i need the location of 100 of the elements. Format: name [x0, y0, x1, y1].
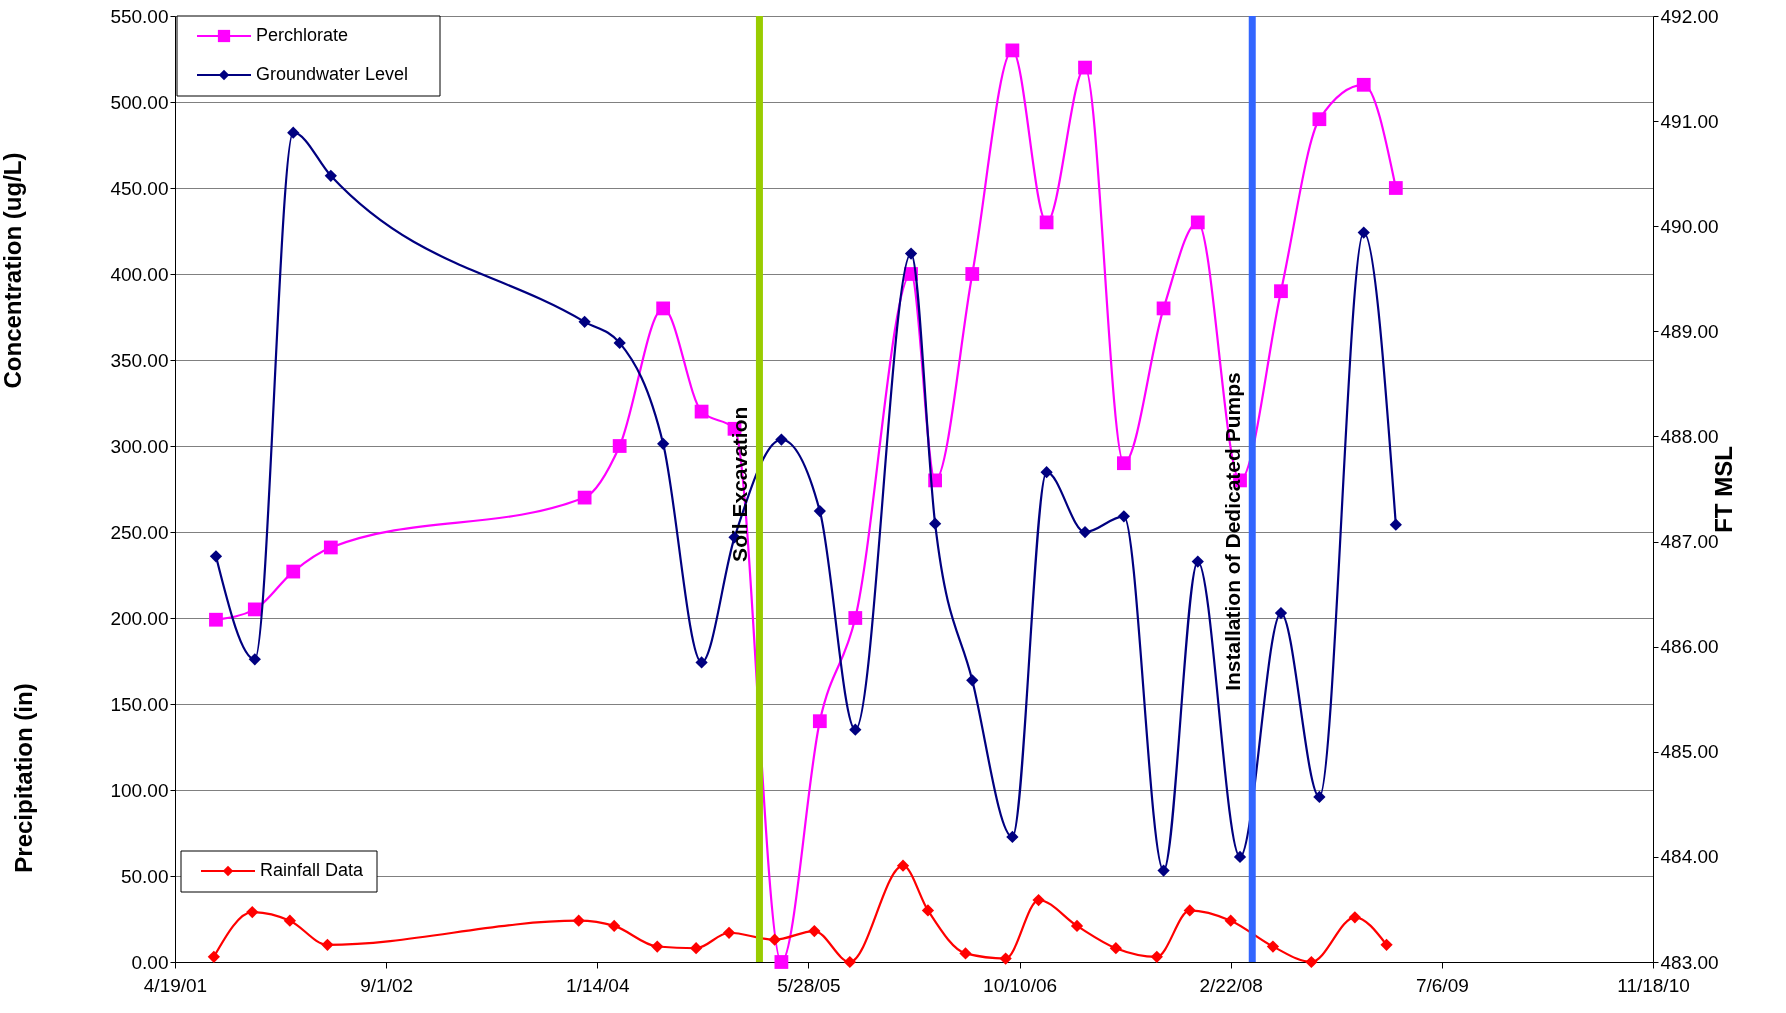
point — [572, 914, 585, 927]
point — [1389, 518, 1402, 531]
point — [1305, 955, 1318, 969]
point — [1313, 790, 1326, 804]
point — [896, 859, 910, 872]
y-tick-label: 450.00 — [110, 177, 169, 199]
point — [1117, 510, 1130, 523]
y2-tick-label: 488.00 — [1660, 425, 1719, 447]
point — [722, 926, 736, 939]
point — [1006, 830, 1019, 844]
point — [904, 247, 918, 260]
point — [849, 723, 862, 736]
point — [1116, 456, 1131, 471]
point — [577, 490, 592, 505]
point — [808, 924, 821, 938]
point — [1380, 938, 1393, 951]
point — [608, 919, 621, 932]
legend-label: Rainfall Data — [260, 860, 365, 880]
point — [1190, 215, 1205, 230]
point — [324, 169, 337, 182]
y-tick-label: 200.00 — [110, 607, 169, 629]
point — [1078, 60, 1092, 75]
x-tick-label: 7/6/09 — [1415, 974, 1469, 996]
y2-tick-label: 492.00 — [1660, 5, 1719, 27]
ref-line-label: Soil Excavation — [728, 406, 752, 562]
point — [768, 933, 781, 946]
y2-tick-label: 483.00 — [1660, 951, 1719, 973]
point — [1078, 525, 1092, 539]
point — [248, 653, 261, 666]
point — [283, 914, 296, 927]
legend-label: Groundwater Level — [256, 64, 409, 84]
point — [287, 126, 300, 139]
point — [1157, 864, 1170, 877]
point — [928, 517, 942, 530]
point — [965, 267, 980, 281]
point — [959, 947, 972, 960]
point — [1233, 850, 1247, 864]
point — [813, 504, 826, 518]
point — [1274, 284, 1288, 299]
x-tick-label: 5/28/05 — [777, 974, 841, 996]
point — [774, 955, 789, 969]
x-tick-label: 11/18/10 — [1617, 974, 1690, 996]
y-tick-label: 250.00 — [110, 521, 169, 543]
point — [1032, 893, 1045, 907]
point — [1357, 226, 1370, 239]
point — [1274, 606, 1288, 620]
y-tick-label: 100.00 — [110, 779, 169, 801]
point — [1070, 919, 1084, 932]
point — [999, 952, 1012, 965]
y2-axis-title: FT MSL — [1709, 446, 1737, 533]
point — [651, 940, 664, 953]
point — [209, 612, 223, 627]
point — [656, 301, 671, 316]
y-tick-label: 350.00 — [110, 349, 169, 371]
x-tick-label: 1/14/04 — [566, 974, 630, 996]
point — [578, 315, 591, 328]
point — [695, 656, 708, 669]
y-tick-label: 500.00 — [110, 91, 169, 113]
x-tick-label: 10/10/06 — [983, 974, 1058, 996]
y-tick-label: 0.00 — [131, 951, 169, 973]
y2-tick-label: 491.00 — [1660, 110, 1719, 132]
point — [657, 437, 670, 450]
point — [1040, 466, 1053, 479]
point — [1312, 112, 1327, 127]
y-tick-label: 150.00 — [110, 693, 169, 715]
point — [321, 938, 334, 951]
point — [775, 433, 788, 446]
y-tick-label: 50.00 — [120, 865, 169, 887]
point — [1348, 911, 1361, 924]
ref-line-label: Installation of Dedicated Pumps — [1221, 372, 1245, 691]
point — [848, 611, 863, 625]
point — [921, 904, 935, 917]
point — [612, 439, 627, 453]
point — [323, 540, 338, 555]
point — [1150, 950, 1163, 963]
point — [286, 564, 301, 579]
point — [1356, 77, 1371, 92]
point — [1224, 914, 1237, 927]
point — [843, 955, 856, 969]
point — [207, 950, 220, 963]
point — [209, 550, 223, 563]
x-tick-label: 4/19/01 — [143, 974, 208, 996]
y-tick-label: 400.00 — [110, 263, 169, 285]
point — [1183, 904, 1196, 917]
x-tick-label: 9/1/02 — [360, 974, 414, 996]
y2-tick-label: 485.00 — [1660, 741, 1719, 763]
y2-tick-label: 484.00 — [1660, 846, 1719, 868]
y-axis-title: Concentration (ug/L) — [0, 152, 26, 389]
y2-tick-label: 486.00 — [1660, 636, 1719, 658]
point — [1266, 940, 1280, 953]
y2-tick-label: 489.00 — [1660, 320, 1719, 342]
y2-tick-label: 490.00 — [1660, 215, 1719, 237]
y-tick-label: 300.00 — [110, 435, 169, 457]
legend-label: Perchlorate — [256, 25, 349, 45]
point — [1388, 181, 1403, 195]
y2-tick-label: 487.00 — [1660, 531, 1719, 553]
point — [1109, 942, 1122, 955]
point — [246, 906, 259, 919]
point — [613, 336, 626, 350]
point — [812, 714, 827, 729]
